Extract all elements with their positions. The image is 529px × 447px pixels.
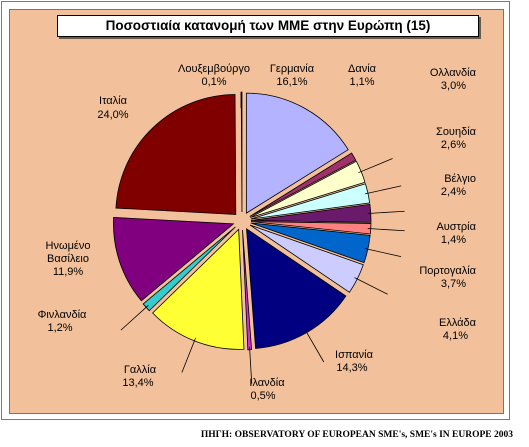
label-finland-pct: 1,2% <box>47 322 72 334</box>
label-austria-name: Αυστρία <box>436 221 476 233</box>
chart-title: Ποσοστιαία κατανομή των ΜΜΕ στην Ευρώπη … <box>105 18 431 33</box>
label-denmark-pct: 1,1% <box>349 76 374 88</box>
leader-line-8 <box>304 329 325 363</box>
leader-line-6 <box>364 248 402 258</box>
label-belgium-pct: 2,4% <box>441 186 466 198</box>
source-note: ΠΗΓΗ: OBSERVATORY OF EUROPEAN SME's, SME… <box>200 430 513 440</box>
label-germany-name: Γερμανία <box>270 63 315 75</box>
label-netherlands-pct: 3,0% <box>441 80 466 92</box>
label-netherlands-name: Ολλανδία <box>430 67 477 79</box>
label-luxembourg-pct: 0,1% <box>201 76 226 88</box>
label-portugal-pct: 3,7% <box>441 278 466 290</box>
label-austria-pct: 1,4% <box>441 234 466 246</box>
label-france-name: Γαλλία <box>124 364 157 376</box>
label-france-pct: 13,4% <box>122 377 153 389</box>
leader-line-11 <box>120 305 149 331</box>
leader-line-4 <box>367 210 405 214</box>
label-italy-pct: 24,0% <box>97 109 128 121</box>
pie-slice-1 <box>249 152 357 217</box>
label-belgium-name: Βέλγιο <box>444 173 476 185</box>
pie-slice-13 <box>115 94 237 215</box>
label-italy-name: Ιταλία <box>99 95 128 107</box>
label-uk-name-2: Βασίλειο <box>47 253 89 265</box>
label-germany-pct: 16,1% <box>276 76 307 88</box>
label-portugal-name: Πορτογαλία <box>419 265 476 277</box>
slice-labels: Γερμανία 16,1% Δανία 1,1% Ολλανδία 3,0% … <box>38 63 477 402</box>
chart-title-box: Ποσοστιαία κατανομή των ΜΜΕ στην Ευρώπη … <box>57 15 479 37</box>
leader-line-2 <box>358 158 393 174</box>
label-uk-pct: 11,9% <box>53 266 84 278</box>
label-finland-name: Φινλανδία <box>38 309 87 321</box>
label-sweden-pct: 2,6% <box>441 139 466 151</box>
label-greece-pct: 4,1% <box>443 330 468 342</box>
pie-slices <box>113 91 372 351</box>
leader-line-7 <box>354 277 388 295</box>
leader-lines <box>120 92 405 384</box>
label-spain-pct: 14,3% <box>336 362 367 374</box>
leader-line-5 <box>367 228 405 232</box>
label-denmark-name: Δανία <box>348 63 377 75</box>
label-ireland-pct: 0,5% <box>250 390 275 402</box>
label-spain-name: Ισπανία <box>335 349 374 361</box>
pie-slice-12 <box>113 217 235 302</box>
label-ireland-name: Ιλανδία <box>249 377 285 389</box>
leader-line-9 <box>249 346 253 384</box>
label-luxembourg-name: Λουξεμβούργο <box>178 63 250 75</box>
label-sweden-name: Σουηδία <box>436 126 477 138</box>
leader-line-10 <box>181 337 196 373</box>
label-uk-name-1: Ηνωμένο <box>46 240 91 252</box>
leader-line-3 <box>364 185 402 195</box>
pie-slice-0 <box>245 92 349 214</box>
label-greece-name: Ελλάδα <box>439 317 477 329</box>
pie-slice-14 <box>240 91 243 213</box>
